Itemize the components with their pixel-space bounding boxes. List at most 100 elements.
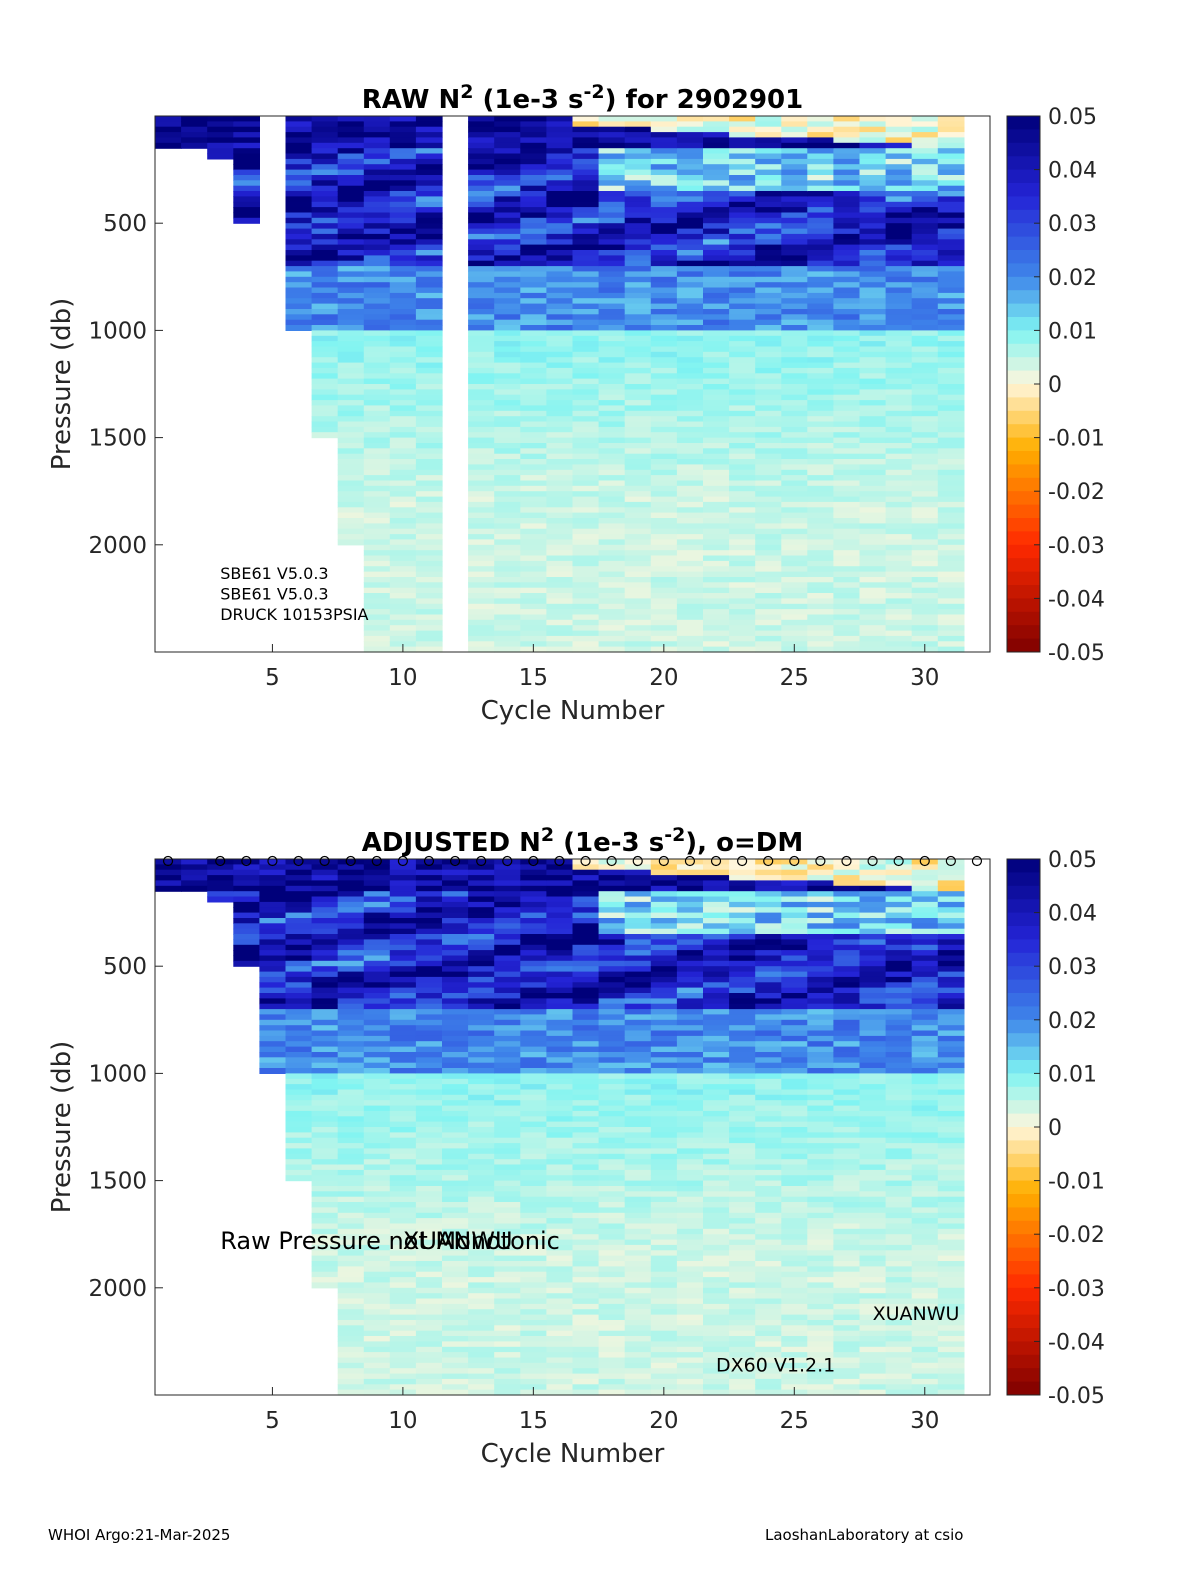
- heatmap-cell: [807, 907, 834, 914]
- heatmap-cell: [807, 1175, 834, 1182]
- heatmap-cell: [337, 1228, 365, 1235]
- heatmap-cell: [598, 1384, 626, 1391]
- heatmap-cell: [572, 180, 600, 187]
- heatmap-cell: [937, 421, 965, 428]
- heatmap-cell: [807, 1368, 834, 1375]
- heatmap-cell: [494, 1068, 521, 1074]
- heatmap-cell: [494, 869, 521, 876]
- heatmap-cell: [363, 918, 391, 924]
- heatmap-cell: [233, 153, 260, 160]
- heatmap-cell: [494, 421, 521, 428]
- heatmap-cell: [807, 325, 834, 331]
- heatmap-cell: [755, 384, 782, 390]
- heatmap-cell: [520, 239, 547, 246]
- heatmap-cell: [650, 1169, 678, 1176]
- heatmap-cell: [572, 955, 600, 962]
- heatmap-cell: [703, 298, 730, 305]
- heatmap-cell: [181, 869, 208, 876]
- heatmap-cell: [468, 464, 495, 471]
- heatmap-cell: [781, 260, 808, 267]
- heatmap-cell: [781, 346, 808, 353]
- heatmap-cell: [572, 367, 600, 374]
- heatmap-cell: [885, 1089, 913, 1096]
- heatmap-cell: [494, 630, 521, 637]
- heatmap-cell: [885, 1116, 913, 1123]
- heatmap-cell: [494, 550, 521, 557]
- heatmap-cell: [598, 619, 626, 626]
- heatmap-cell: [885, 244, 913, 251]
- heatmap-cell: [520, 1373, 547, 1380]
- heatmap-cell: [259, 939, 287, 946]
- heatmap-cell: [415, 971, 443, 978]
- heatmap-cell: [624, 1041, 652, 1048]
- heatmap-cell: [624, 357, 652, 364]
- heatmap-cell: [415, 330, 443, 337]
- heatmap-cell: [755, 1041, 782, 1048]
- heatmap-cell: [781, 367, 808, 374]
- heatmap-cell: [885, 550, 913, 557]
- heatmap-cell: [755, 175, 782, 181]
- heatmap-cell: [468, 544, 495, 551]
- heatmap-cell: [598, 142, 626, 149]
- heatmap-cell: [598, 1212, 626, 1219]
- heatmap-cell: [781, 614, 808, 621]
- heatmap-cell: [311, 1250, 339, 1257]
- heatmap-cell: [546, 1164, 574, 1171]
- heatmap-cell: [546, 577, 574, 583]
- heatmap-cell: [572, 346, 600, 353]
- heatmap-cell: [650, 196, 678, 203]
- heatmap-cell: [494, 1035, 521, 1042]
- heatmap-cell: [676, 501, 704, 508]
- heatmap-cell: [520, 357, 547, 364]
- heatmap-cell: [415, 1320, 443, 1326]
- heatmap-cell: [598, 587, 626, 594]
- heatmap-cell: [624, 276, 652, 283]
- heatmap-cell: [520, 1207, 547, 1214]
- heatmap-cell: [546, 416, 574, 423]
- heatmap-cell: [911, 587, 939, 594]
- heatmap-cell: [363, 577, 391, 583]
- heatmap-cell: [389, 255, 417, 262]
- heatmap-cell: [703, 1100, 730, 1107]
- heatmap-cell: [624, 148, 652, 155]
- heatmap-cell: [311, 880, 339, 887]
- heatmap-cell: [729, 971, 756, 978]
- heatmap-cell: [833, 1078, 861, 1085]
- heatmap-cell: [885, 405, 913, 412]
- heatmap-cell: [389, 1212, 417, 1219]
- heatmap-cell: [415, 362, 443, 369]
- heatmap-cell: [285, 1127, 313, 1133]
- heatmap-cell: [859, 255, 887, 262]
- heatmap-cell: [807, 1389, 834, 1396]
- heatmap-cell: [363, 282, 391, 289]
- heatmap-cell: [833, 577, 861, 583]
- heatmap-cell: [703, 185, 730, 192]
- heatmap-cell: [885, 1357, 913, 1364]
- heatmap-cell: [363, 1341, 391, 1348]
- heatmap-cell: [755, 550, 782, 557]
- heatmap-cell: [389, 475, 417, 482]
- heatmap-cell: [703, 534, 730, 541]
- heatmap-cell: [520, 1073, 547, 1080]
- heatmap-cell: [572, 485, 600, 492]
- heatmap-cell: [442, 966, 469, 973]
- heatmap-cell: [807, 1309, 834, 1316]
- heatmap-cell: [337, 1068, 365, 1074]
- heatmap-cell: [337, 880, 365, 887]
- heatmap-cell: [676, 1223, 704, 1230]
- heatmap-cell: [363, 469, 391, 476]
- heatmap-cell: [337, 357, 365, 364]
- heatmap-cell: [337, 1352, 365, 1359]
- heatmap-cell: [520, 191, 547, 197]
- heatmap-cell: [468, 982, 495, 989]
- heatmap-cell: [755, 410, 782, 417]
- heatmap-cell: [676, 950, 704, 957]
- heatmap-cell: [859, 512, 887, 519]
- profile-column-18: [598, 859, 626, 1396]
- heatmap-cell: [546, 432, 574, 439]
- heatmap-cell: [729, 1271, 756, 1278]
- heatmap-cell: [494, 287, 521, 294]
- heatmap-cell: [624, 1357, 652, 1364]
- heatmap-cell: [389, 598, 417, 605]
- heatmap-cell: [859, 325, 887, 331]
